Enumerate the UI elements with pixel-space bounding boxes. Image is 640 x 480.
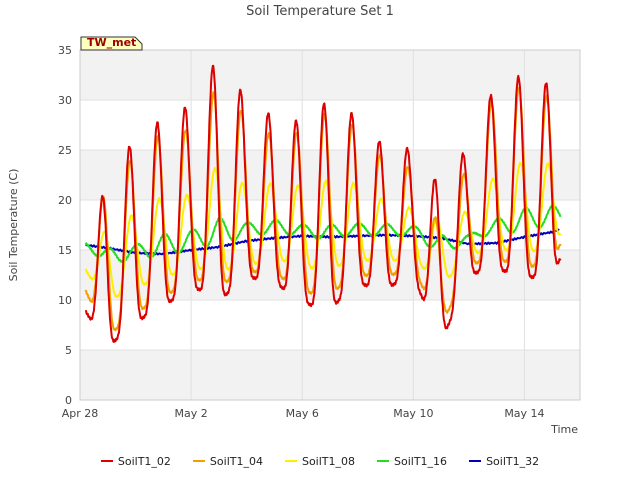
annotation-box (80, 36, 143, 51)
series-line-soilt1_02 (84, 64, 562, 343)
legend-swatch (377, 460, 390, 462)
legend-swatch (469, 460, 482, 462)
legend-label: SoilT1_04 (209, 454, 263, 468)
x-tick-label: May 2 (174, 407, 207, 420)
legend-item-soilt1_32: SoilT1_32 (469, 452, 539, 470)
annotation-label: TW_met (87, 36, 136, 49)
y-tick-label: 30 (58, 94, 72, 107)
x-axis-ticks: Apr 28 May 2 May 6 May 10 May 14 (62, 407, 545, 420)
y-axis-label: Soil Temperature (C) (7, 169, 20, 282)
x-tick-label: May 6 (286, 407, 319, 420)
legend-swatch (100, 460, 113, 462)
y-tick-label: 35 (58, 44, 72, 57)
y-tick-label: 15 (58, 244, 72, 257)
legend-swatch (284, 460, 297, 462)
x-axis-label: Time (550, 423, 578, 436)
chart-legend: SoilT1_02 SoilT1_04 SoilT1_08 SoilT1_16 Soil… (0, 452, 640, 470)
legend-label: SoilT1_02 (117, 454, 171, 468)
station-annotation: TW_met (80, 36, 143, 51)
y-tick-label: 5 (65, 344, 72, 357)
legend-item-soilt1_04: SoilT1_04 (192, 452, 263, 470)
y-axis-ticks: 0 5 10 15 20 25 30 35 (58, 44, 72, 407)
grid-band (80, 350, 580, 400)
legend-swatch (192, 460, 205, 462)
y-tick-label: 0 (65, 394, 72, 407)
legend-label: SoilT1_32 (486, 454, 540, 468)
x-tick-label: Apr 28 (62, 407, 99, 420)
y-tick-label: 20 (58, 194, 72, 207)
plot-border (79, 49, 581, 401)
legend-item-soilt1_02: SoilT1_02 (100, 452, 171, 470)
legend-item-soilt1_08: SoilT1_08 (284, 452, 356, 470)
x-tick-label: May 14 (504, 407, 544, 420)
grid-band (80, 250, 580, 300)
y-tick-label: 10 (58, 294, 72, 307)
series-layer (84, 64, 562, 343)
grid-band (80, 50, 580, 100)
chart-title: Soil Temperature Set 1 (246, 4, 394, 19)
x-tick-label: May 10 (393, 407, 433, 420)
y-tick-label: 25 (58, 144, 72, 157)
legend-item-soilt1_16: SoilT1_16 (377, 452, 447, 470)
legend-label: SoilT1_08 (301, 454, 356, 468)
legend-label: SoilT1_16 (394, 454, 448, 468)
